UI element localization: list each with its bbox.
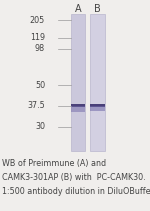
Text: A: A [75,4,81,14]
Bar [90,14,105,151]
Text: 50: 50 [35,81,45,90]
Bar [71,106,85,112]
Bar [90,106,105,111]
Bar [71,104,85,107]
Text: CAMK3-301AP (B) with  PC-CAMK30.: CAMK3-301AP (B) with PC-CAMK30. [2,173,145,182]
Text: 98: 98 [35,44,45,53]
Text: WB of Preimmune (A) and: WB of Preimmune (A) and [2,159,106,168]
Text: 1:500 antibody dilution in DiluOBuffer: 1:500 antibody dilution in DiluOBuffer [2,187,150,196]
Bar [71,14,85,151]
Bar [90,104,105,107]
Text: 37.5: 37.5 [27,101,45,110]
Text: 119: 119 [30,33,45,42]
Text: 30: 30 [35,122,45,131]
Text: B: B [94,4,101,14]
Text: 205: 205 [30,16,45,24]
